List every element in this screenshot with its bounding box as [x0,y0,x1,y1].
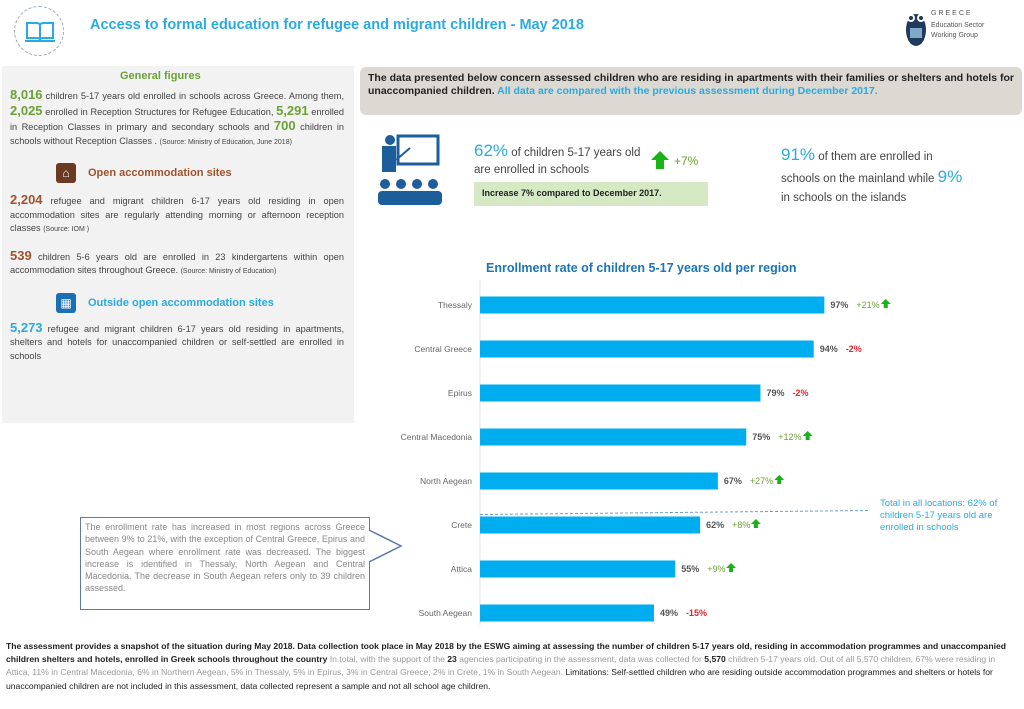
bar [480,472,718,490]
arrow-up-icon [802,431,813,440]
value-label: 97% [830,300,848,310]
reference-line [479,510,871,515]
bar [480,296,825,314]
kpi-change: +7% [674,154,699,168]
bar [480,340,814,358]
bar [480,516,701,534]
value-label: 75% [752,432,770,442]
category-label: Central Macedonia [401,432,473,442]
value-label: 55% [681,564,699,574]
enrollment-bar-chart: Thessaly 97% +21% Central Greece 94% -2% Epiru… [401,280,891,625]
open-sites-heading: Open accommodation sites [88,167,232,179]
category-label: North Aegean [420,476,472,486]
arrow-up-icon [880,299,891,308]
page-title: Access to formal education for refugee a… [90,17,584,33]
footer-text: The assessment provides a snapshot of th… [6,641,1006,691]
change-label: +12% [778,432,801,442]
info-banner: The data presented below concern assesse… [360,67,1022,115]
change-label: -2% [792,388,808,398]
change-label: +27% [750,476,773,486]
open-sites-text-1: 2,204 refugee and migrant children 6-17 … [10,192,344,233]
category-label: Thessaly [438,300,473,310]
callout-pointer [368,529,403,563]
open-sites-text-2: 539 children 5-6 years old are enrolled … [10,247,344,275]
reference-line-label: Total in all locations: 62% of children … [880,498,998,533]
kpi-enrollment: 62% of children 5-17 years old are enrol… [474,141,641,176]
arrow-up-icon [650,150,670,175]
value-label: 94% [820,344,838,354]
outside-sites-text: 5,273 refugee and migrant children 6-17 … [10,319,344,361]
general-figures-text: 8,016 children 5-17 years old enrolled i… [10,87,344,146]
logo-line-3: Working Group [931,32,978,39]
kpi-mainland-islands: 91% of them are enrolled in schools on t… [781,145,963,204]
family-home-icon: ⌂ [56,163,76,183]
book-logo-icon [14,6,64,56]
category-label: South Aegean [419,608,473,618]
value-label: 67% [724,476,742,486]
category-label: Crete [451,520,472,530]
building-icon: ▦ [56,292,76,313]
category-label: Attica [451,564,473,574]
arrow-up-icon [726,563,737,572]
chart-title: Enrollment rate of children 5-17 years o… [486,261,797,275]
left-panel: General figures 8,016 children 5-17 year… [2,66,354,423]
value-label: 79% [766,388,784,398]
bar [480,604,654,622]
bar [480,560,676,578]
outside-sites-heading: Outside open accommodation sites [88,296,274,309]
arrow-up-icon [774,475,785,484]
change-label: -15% [686,608,707,618]
value-label: 49% [660,608,678,618]
change-label: +9% [707,564,725,574]
callout-note: The enrollment rate has increased in mos… [80,517,370,610]
value-label: 62% [706,520,724,530]
eswg-logo: GREECE Education Sector Working Group [903,6,1013,50]
increase-note: Increase 7% compared to December 2017. [474,182,708,206]
change-label: +8% [732,520,750,530]
logo-line-2: Education Sector [931,22,985,29]
category-label: Central Greece [414,344,472,354]
owl-icon [906,14,926,46]
category-label: Epirus [448,388,472,398]
bar [480,384,761,402]
logo-line-1: GREECE [931,10,973,17]
bar [480,428,747,446]
arrow-up-icon [750,519,761,528]
change-label: +21% [856,300,879,310]
change-label: -2% [846,344,862,354]
general-figures-heading: General figures [120,70,201,82]
teacher-class-icon [376,132,446,212]
